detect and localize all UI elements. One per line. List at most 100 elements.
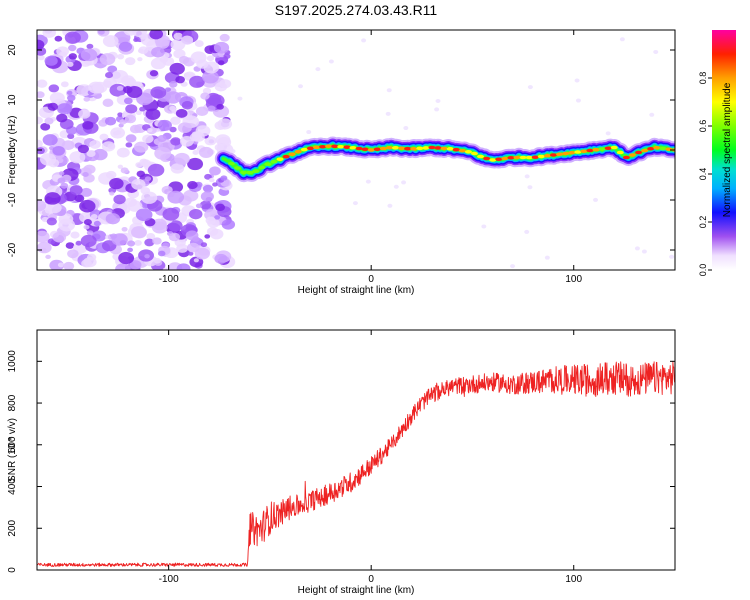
noise-blob xyxy=(107,65,118,74)
noise-blob xyxy=(109,191,115,196)
snr-ylabel: SNR (10 * v/v) xyxy=(7,418,18,482)
snr-background xyxy=(37,330,675,570)
noise-speck xyxy=(401,180,407,185)
spectrogram-ytick-label: -10 xyxy=(7,192,18,207)
noise-blob xyxy=(187,181,198,190)
noise-blob xyxy=(175,75,185,84)
ridge-peak xyxy=(598,147,606,151)
noise-speck xyxy=(524,229,530,234)
noise-blob xyxy=(188,251,194,256)
ridge-peak xyxy=(246,170,254,175)
noise-blob xyxy=(181,35,194,45)
noise-blob xyxy=(167,220,183,232)
noise-blob xyxy=(109,178,124,190)
noise-blob xyxy=(68,53,78,60)
noise-blob xyxy=(88,81,104,94)
spectrogram-xtick-label: 100 xyxy=(565,274,582,285)
noise-blob xyxy=(48,84,60,93)
noise-blob xyxy=(98,30,105,35)
noise-blob xyxy=(67,249,79,259)
noise-blob xyxy=(223,53,231,59)
noise-speck xyxy=(385,111,391,116)
noise-blob xyxy=(66,61,74,67)
noise-blob xyxy=(125,142,133,148)
noise-blob xyxy=(56,103,72,115)
noise-blob xyxy=(117,53,125,60)
noise-blob xyxy=(187,157,204,171)
noise-blob xyxy=(89,139,101,149)
noise-blob xyxy=(123,97,133,105)
noise-blob xyxy=(185,230,199,241)
ridge-peak xyxy=(586,148,594,153)
noise-blob xyxy=(116,85,124,91)
ridge-peak xyxy=(422,146,430,150)
ridge-peak xyxy=(404,146,412,151)
noise-blob xyxy=(59,171,65,176)
noise-blob xyxy=(124,57,136,66)
spectrogram-ytick-label: -20 xyxy=(7,242,18,257)
snr-xtick-label: 100 xyxy=(565,574,582,585)
noise-blob xyxy=(174,152,190,165)
noise-blob xyxy=(169,81,178,88)
colorbar-tick-label: 0.6 xyxy=(698,120,708,133)
noise-blob xyxy=(47,202,62,214)
noise-blob xyxy=(65,242,75,249)
noise-blob xyxy=(200,92,210,100)
noise-speck xyxy=(634,246,640,251)
noise-blob xyxy=(198,146,214,158)
noise-blob xyxy=(214,253,228,264)
noise-speck xyxy=(575,98,581,103)
ridge-peak xyxy=(513,155,521,160)
ridge-peak xyxy=(483,156,491,161)
noise-speck xyxy=(435,99,441,104)
noise-blob xyxy=(119,119,127,125)
noise-blob xyxy=(113,194,126,205)
ridge-peak xyxy=(635,150,643,155)
ridge-peak xyxy=(477,154,485,159)
noise-blob xyxy=(162,207,180,221)
noise-blob xyxy=(149,30,164,40)
noise-speck xyxy=(481,224,487,229)
colorbar-gradient xyxy=(712,30,736,270)
snr-frame xyxy=(36,329,676,571)
ridge-peak xyxy=(531,155,539,160)
noise-blob xyxy=(69,185,83,196)
noise-blob xyxy=(81,259,92,268)
noise-blob xyxy=(152,237,162,245)
noise-blob xyxy=(154,146,172,160)
noise-blob xyxy=(123,30,138,36)
noise-blob xyxy=(209,166,221,176)
noise-blob xyxy=(124,114,137,124)
noise-blob xyxy=(135,110,142,116)
noise-blob xyxy=(144,254,150,259)
noise-blob xyxy=(37,139,43,149)
ridge-peak xyxy=(234,166,242,170)
noise-speck xyxy=(298,84,304,89)
noise-region xyxy=(37,30,675,270)
snr-ytick-label: 800 xyxy=(7,394,18,411)
ridge-peak xyxy=(325,144,333,148)
noise-blob xyxy=(37,241,52,254)
noise-speck xyxy=(544,255,550,260)
noise-blob xyxy=(194,40,204,48)
signal-ridge xyxy=(214,136,675,183)
noise-blob xyxy=(131,226,147,239)
ridge-peak xyxy=(379,146,387,151)
noise-blob xyxy=(193,258,199,263)
noise-blob xyxy=(99,133,109,141)
noise-blob xyxy=(46,217,57,226)
noise-blob xyxy=(69,151,86,164)
noise-blob xyxy=(208,177,215,183)
noise-blob xyxy=(80,48,98,62)
noise-speck xyxy=(653,49,659,54)
noise-speck xyxy=(619,37,625,42)
noise-blob xyxy=(140,159,152,168)
ridge-peak xyxy=(604,146,612,151)
noise-blob xyxy=(44,55,58,66)
noise-blob xyxy=(111,69,129,83)
noise-blob xyxy=(145,108,161,120)
noise-blob xyxy=(150,86,167,99)
noise-blob xyxy=(74,194,85,203)
